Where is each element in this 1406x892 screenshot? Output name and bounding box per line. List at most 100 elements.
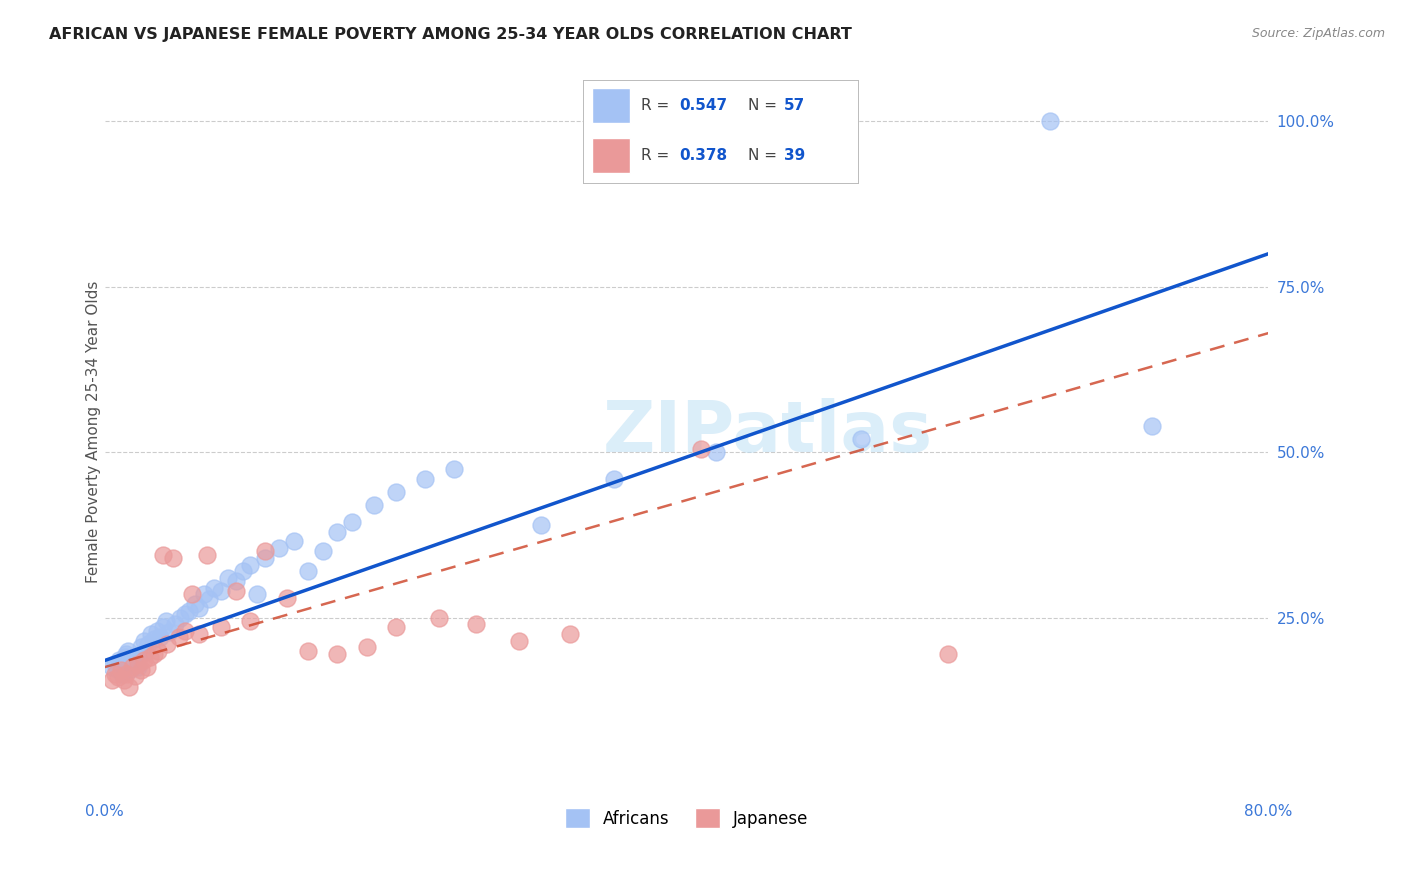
Point bbox=[173, 624, 195, 638]
Point bbox=[173, 607, 195, 622]
Point bbox=[143, 632, 166, 646]
Point bbox=[177, 604, 200, 618]
Point bbox=[132, 653, 155, 667]
Y-axis label: Female Poverty Among 25-34 Year Olds: Female Poverty Among 25-34 Year Olds bbox=[86, 281, 101, 583]
Point bbox=[239, 614, 262, 628]
Point bbox=[104, 657, 127, 671]
Point bbox=[169, 610, 191, 624]
Point bbox=[283, 534, 305, 549]
Text: 0.378: 0.378 bbox=[679, 148, 727, 162]
Point bbox=[143, 647, 166, 661]
Point bbox=[104, 666, 127, 681]
Point bbox=[209, 620, 232, 634]
Point bbox=[111, 666, 134, 681]
Text: N =: N = bbox=[748, 98, 782, 113]
Point bbox=[384, 620, 406, 634]
Point bbox=[356, 640, 378, 655]
Point bbox=[239, 558, 262, 572]
Point bbox=[148, 643, 170, 657]
Point bbox=[232, 564, 254, 578]
Point bbox=[253, 551, 276, 566]
Point bbox=[152, 548, 174, 562]
Point bbox=[560, 627, 582, 641]
Text: R =: R = bbox=[641, 98, 675, 113]
Point bbox=[312, 544, 335, 558]
Point bbox=[127, 660, 149, 674]
Point bbox=[107, 670, 129, 684]
Point bbox=[135, 660, 157, 674]
Point bbox=[508, 633, 530, 648]
Point bbox=[269, 541, 291, 555]
Point bbox=[117, 643, 139, 657]
Point bbox=[253, 544, 276, 558]
Point bbox=[413, 472, 436, 486]
Text: 0.547: 0.547 bbox=[679, 98, 727, 113]
Point bbox=[124, 651, 146, 665]
Point bbox=[209, 584, 232, 599]
Point bbox=[326, 647, 349, 661]
Text: 57: 57 bbox=[783, 98, 804, 113]
Point bbox=[938, 647, 960, 661]
Point bbox=[163, 617, 186, 632]
Legend: Africans, Japanese: Africans, Japanese bbox=[558, 801, 815, 835]
Point bbox=[246, 587, 269, 601]
Point bbox=[195, 548, 218, 562]
Point bbox=[384, 484, 406, 499]
Point bbox=[155, 614, 177, 628]
Point bbox=[129, 664, 152, 678]
Point bbox=[217, 571, 239, 585]
Point bbox=[188, 627, 211, 641]
Point bbox=[136, 637, 159, 651]
Point bbox=[340, 515, 363, 529]
FancyBboxPatch shape bbox=[592, 137, 630, 173]
Point bbox=[132, 633, 155, 648]
Point bbox=[125, 648, 148, 663]
Point bbox=[114, 650, 136, 665]
Point bbox=[129, 640, 152, 655]
Point bbox=[704, 445, 727, 459]
Point bbox=[276, 591, 298, 605]
Point bbox=[1039, 114, 1062, 128]
Point bbox=[121, 660, 143, 674]
Point bbox=[157, 625, 180, 640]
Point bbox=[149, 631, 172, 645]
Point bbox=[198, 592, 221, 607]
Point bbox=[101, 660, 124, 674]
Point bbox=[202, 581, 225, 595]
Text: Source: ZipAtlas.com: Source: ZipAtlas.com bbox=[1251, 27, 1385, 40]
Point bbox=[124, 669, 146, 683]
Point bbox=[110, 664, 132, 678]
Point bbox=[530, 517, 553, 532]
Point bbox=[297, 564, 319, 578]
Point bbox=[443, 461, 465, 475]
Point bbox=[112, 673, 135, 688]
Point bbox=[152, 620, 174, 634]
Point bbox=[849, 432, 872, 446]
Point bbox=[162, 551, 184, 566]
Point bbox=[156, 637, 179, 651]
Point bbox=[108, 653, 131, 667]
Point bbox=[297, 643, 319, 657]
Point bbox=[127, 657, 149, 671]
Point bbox=[326, 524, 349, 539]
Point bbox=[115, 666, 138, 681]
Point bbox=[120, 662, 142, 676]
Text: AFRICAN VS JAPANESE FEMALE POVERTY AMONG 25-34 YEAR OLDS CORRELATION CHART: AFRICAN VS JAPANESE FEMALE POVERTY AMONG… bbox=[49, 27, 852, 42]
Point bbox=[181, 587, 204, 601]
Point bbox=[1140, 418, 1163, 433]
Point bbox=[134, 645, 156, 659]
Point bbox=[225, 574, 247, 588]
Point bbox=[603, 472, 626, 486]
Text: N =: N = bbox=[748, 148, 782, 162]
Point bbox=[225, 584, 247, 599]
Point bbox=[115, 647, 138, 661]
Point bbox=[141, 627, 163, 641]
Point bbox=[167, 631, 190, 645]
Point bbox=[464, 617, 486, 632]
Point bbox=[101, 673, 124, 688]
Point bbox=[122, 656, 145, 670]
FancyBboxPatch shape bbox=[592, 88, 630, 123]
Point bbox=[427, 610, 450, 624]
Text: R =: R = bbox=[641, 148, 675, 162]
Point bbox=[110, 658, 132, 673]
